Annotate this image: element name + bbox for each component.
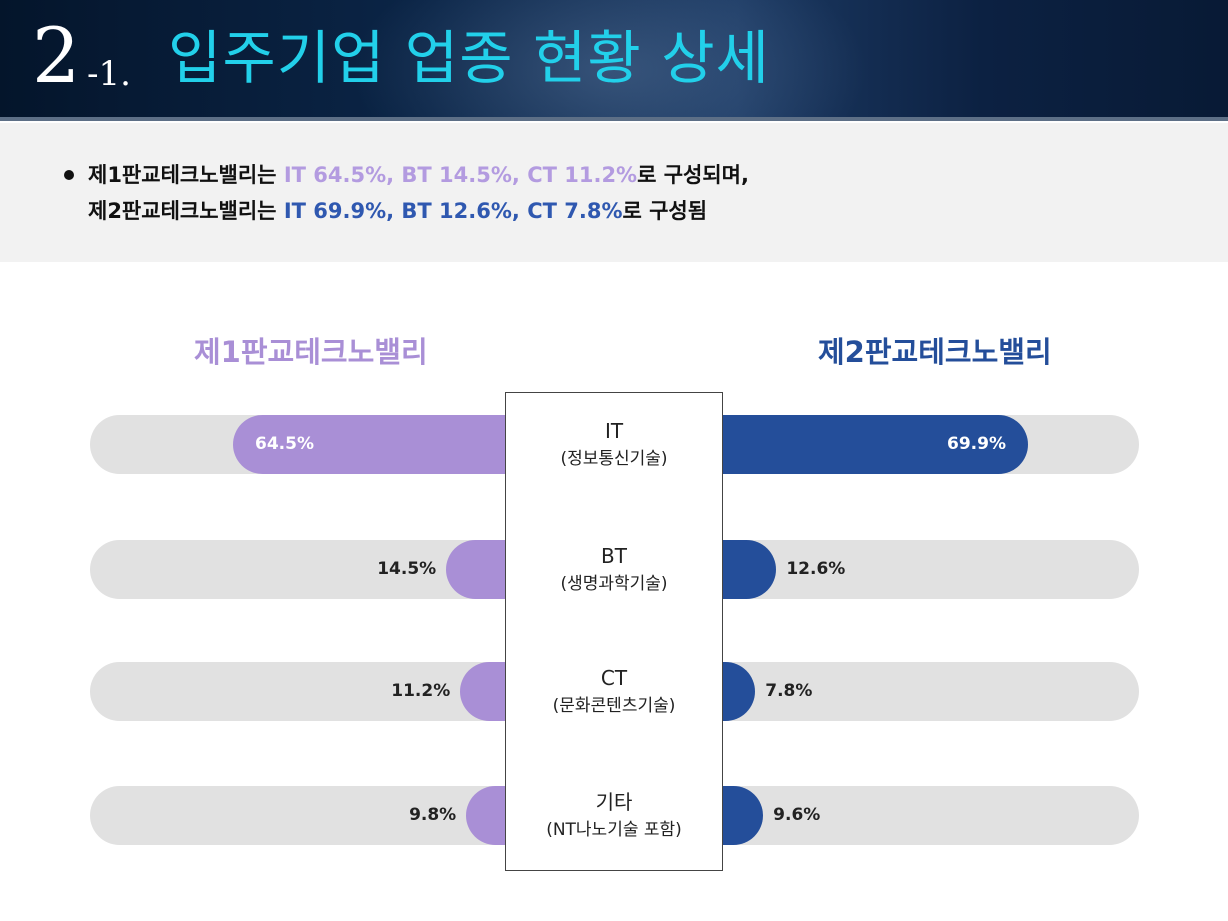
summary-line-2-highlight: IT 69.9%, BT 12.6%, CT 7.8%	[283, 199, 623, 223]
section-sub-number: -1.	[87, 54, 131, 94]
category-name: 기타	[595, 790, 633, 814]
bar-series-1	[446, 540, 508, 599]
summary-line-2-suffix: 로 구성됨	[622, 199, 708, 223]
category-detail: (NT나노기술 포함)	[546, 820, 682, 840]
bullet-icon	[64, 170, 74, 180]
category-detail: (문화콘텐츠기술)	[552, 696, 676, 716]
summary-line-1-suffix: 로 구성되며,	[637, 163, 749, 187]
legend-series-2: 제2판교테크노밸리	[818, 335, 1052, 369]
header-divider	[0, 117, 1228, 121]
data-label-series-1: 14.5%	[377, 559, 437, 579]
bar-series-2	[721, 540, 777, 599]
category-name: CT	[600, 666, 628, 690]
data-label-series-1: 11.2%	[391, 681, 451, 701]
category-label: IT (정보통신기술)	[505, 417, 723, 473]
page-title: 입주기업 업종 현황 상세	[168, 24, 770, 92]
summary-box	[0, 123, 1228, 262]
category-label-box	[505, 392, 723, 871]
category-label: BT (생명과학기술)	[505, 542, 723, 598]
category-name: IT	[604, 419, 624, 443]
summary-line-1-highlight: IT 64.5%, BT 14.5%, CT 11.2%	[283, 163, 638, 187]
summary-line-2: 제2판교테크노밸리는 IT 69.9%, BT 12.6%, CT 7.8%로 …	[88, 196, 707, 226]
category-name: BT	[601, 544, 627, 568]
category-label: 기타 (NT나노기술 포함)	[505, 788, 723, 844]
header-banner	[0, 0, 1228, 117]
legend-series-1: 제1판교테크노밸리	[194, 335, 428, 369]
data-label-series-2: 9.6%	[773, 805, 821, 825]
summary-line-1: 제1판교테크노밸리는 IT 64.5%, BT 14.5%, CT 11.2%로…	[88, 160, 749, 190]
category-detail: (생명과학기술)	[560, 574, 668, 594]
section-number: 2	[32, 11, 80, 100]
bar-series-1	[466, 786, 508, 845]
summary-line-1-prefix: 제1판교테크노밸리는	[88, 163, 284, 187]
category-detail: (정보통신기술)	[560, 449, 668, 469]
data-label-series-2: 69.9%	[947, 434, 1006, 454]
summary-line-2-prefix: 제2판교테크노밸리는	[88, 199, 284, 223]
data-label-series-1: 9.8%	[409, 805, 457, 825]
bar-series-1	[460, 662, 508, 721]
data-label-series-2: 7.8%	[765, 681, 813, 701]
bar-series-1	[233, 415, 508, 474]
category-label: CT (문화콘텐츠기술)	[505, 664, 723, 720]
bar-series-2	[721, 415, 1028, 474]
data-label-series-2: 12.6%	[786, 559, 846, 579]
data-label-series-1: 64.5%	[255, 434, 314, 454]
